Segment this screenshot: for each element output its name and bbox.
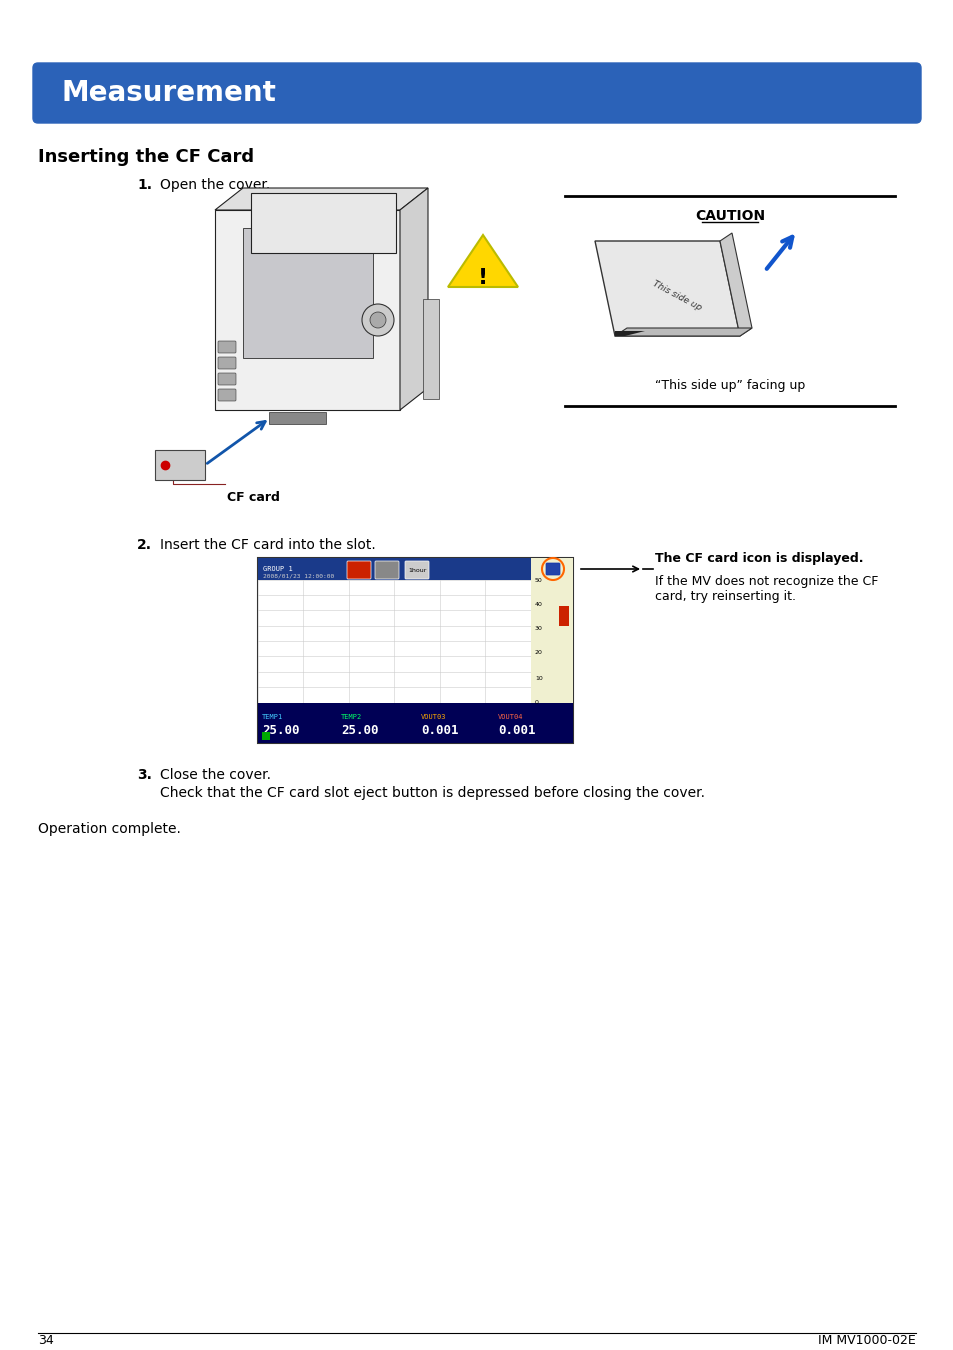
Text: This side up: This side up	[650, 279, 702, 313]
Text: 2008/01/23 12:00:00: 2008/01/23 12:00:00	[263, 574, 334, 579]
FancyBboxPatch shape	[257, 558, 573, 580]
Text: 25.00: 25.00	[340, 725, 378, 737]
Polygon shape	[214, 211, 399, 410]
Polygon shape	[615, 328, 751, 336]
Text: The CF card icon is displayed.: The CF card icon is displayed.	[655, 552, 862, 566]
FancyBboxPatch shape	[405, 562, 429, 579]
Text: 20: 20	[535, 651, 542, 656]
Text: If the MV does not recognize the CF
card, try reinserting it.: If the MV does not recognize the CF card…	[655, 575, 878, 603]
FancyBboxPatch shape	[218, 356, 235, 369]
Text: 1hour: 1hour	[408, 567, 426, 572]
FancyBboxPatch shape	[558, 606, 568, 626]
Text: Check that the CF card slot eject button is depressed before closing the cover.: Check that the CF card slot eject button…	[160, 786, 704, 801]
Text: CF card: CF card	[227, 491, 279, 504]
Text: Insert the CF card into the slot.: Insert the CF card into the slot.	[160, 539, 375, 552]
FancyBboxPatch shape	[257, 703, 573, 742]
Text: CAUTION: CAUTION	[694, 209, 764, 223]
Text: Close the cover.: Close the cover.	[160, 768, 271, 782]
Polygon shape	[399, 188, 428, 410]
Polygon shape	[251, 193, 395, 252]
FancyBboxPatch shape	[269, 412, 326, 424]
Polygon shape	[615, 331, 644, 336]
Text: Inserting the CF Card: Inserting the CF Card	[38, 148, 253, 166]
Circle shape	[361, 304, 394, 336]
FancyBboxPatch shape	[347, 562, 371, 579]
Text: 50: 50	[535, 578, 542, 582]
Text: 2.: 2.	[137, 539, 152, 552]
Circle shape	[370, 312, 386, 328]
Text: Measurement: Measurement	[62, 80, 276, 107]
Text: 1.: 1.	[137, 178, 152, 192]
FancyBboxPatch shape	[257, 558, 573, 742]
Polygon shape	[448, 235, 517, 288]
Text: 34: 34	[38, 1334, 53, 1346]
Text: “This side up” facing up: “This side up” facing up	[654, 379, 804, 393]
Text: 0.001: 0.001	[497, 725, 535, 737]
Text: 10: 10	[535, 675, 542, 680]
Text: 0.001: 0.001	[420, 725, 458, 737]
Text: 0: 0	[535, 701, 538, 706]
FancyBboxPatch shape	[545, 563, 559, 575]
FancyBboxPatch shape	[243, 228, 373, 358]
Text: VOUT04: VOUT04	[497, 714, 523, 720]
FancyBboxPatch shape	[531, 558, 573, 703]
FancyBboxPatch shape	[218, 373, 235, 385]
FancyBboxPatch shape	[375, 562, 398, 579]
Text: VOUT03: VOUT03	[420, 714, 446, 720]
Text: 30: 30	[535, 626, 542, 632]
Text: IM MV1000-02E: IM MV1000-02E	[818, 1334, 915, 1346]
FancyBboxPatch shape	[257, 580, 531, 703]
FancyBboxPatch shape	[422, 298, 438, 400]
Text: Open the cover.: Open the cover.	[160, 178, 270, 192]
Polygon shape	[720, 234, 751, 336]
Text: 3.: 3.	[137, 768, 152, 782]
Text: !: !	[477, 269, 488, 288]
Polygon shape	[154, 450, 205, 481]
Text: 25.00: 25.00	[262, 725, 299, 737]
Text: TEMP1: TEMP1	[262, 714, 283, 720]
FancyBboxPatch shape	[262, 732, 270, 740]
Text: 40: 40	[535, 602, 542, 606]
FancyBboxPatch shape	[218, 389, 235, 401]
Text: TEMP2: TEMP2	[340, 714, 362, 720]
FancyBboxPatch shape	[218, 342, 235, 352]
Polygon shape	[214, 188, 428, 211]
Polygon shape	[595, 242, 740, 336]
Text: Operation complete.: Operation complete.	[38, 822, 181, 836]
FancyBboxPatch shape	[33, 63, 920, 123]
Text: GROUP 1: GROUP 1	[263, 566, 293, 572]
